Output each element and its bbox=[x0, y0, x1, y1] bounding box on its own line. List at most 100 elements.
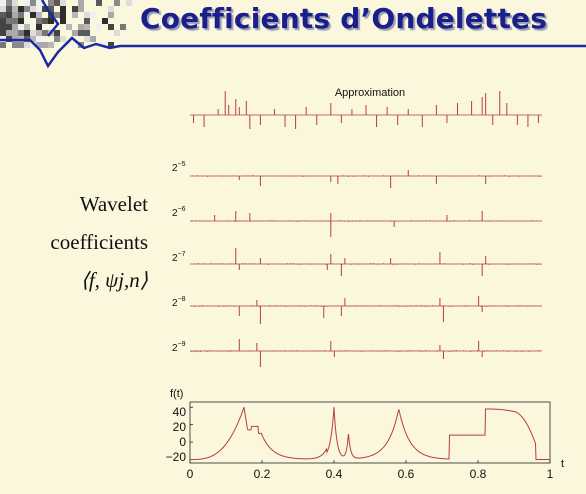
signal-curve bbox=[190, 407, 550, 459]
mosaic-cell bbox=[84, 18, 90, 24]
mosaic-cell bbox=[0, 24, 6, 30]
mosaic-cell bbox=[0, 0, 6, 6]
mosaic-cell bbox=[78, 24, 84, 30]
mosaic-cell bbox=[60, 36, 66, 42]
mosaic-cell bbox=[42, 18, 48, 24]
mosaic-cell bbox=[12, 30, 18, 36]
scale-exp: −5 bbox=[178, 161, 186, 168]
approximation-label: Approximation bbox=[335, 87, 405, 99]
mosaic-cell bbox=[18, 42, 24, 48]
mosaic-cell bbox=[108, 12, 114, 18]
mosaic-cell bbox=[114, 0, 120, 6]
detail-row-1 bbox=[190, 211, 542, 237]
scale-exp: −7 bbox=[178, 251, 186, 258]
mosaic-cell bbox=[126, 0, 132, 6]
mosaic-cell bbox=[54, 30, 60, 36]
mosaic-cell bbox=[18, 24, 24, 30]
mosaic-cell bbox=[84, 30, 90, 36]
mosaic-cell bbox=[0, 30, 6, 36]
detail-rows bbox=[190, 170, 542, 367]
mosaic-cell bbox=[54, 12, 60, 18]
plot-ylabel: f(t) bbox=[170, 388, 183, 400]
mosaic-cell bbox=[6, 12, 12, 18]
mosaic-cell bbox=[12, 12, 18, 18]
mosaic-cell bbox=[12, 6, 18, 12]
mosaic-cell bbox=[24, 6, 30, 12]
mosaic-cell bbox=[84, 12, 90, 18]
inner-product-formula: ⟨f, ψj,n⟩ bbox=[40, 268, 148, 293]
svg-text:2−8: 2−8 bbox=[172, 296, 186, 309]
mosaic-cell bbox=[78, 0, 84, 6]
tick-marks bbox=[190, 407, 550, 463]
mosaic-cell bbox=[12, 42, 18, 48]
mosaic-cell bbox=[6, 0, 12, 6]
mosaic-cell bbox=[36, 24, 42, 30]
mosaic-cell bbox=[24, 24, 30, 30]
xtick-label: 1 bbox=[547, 467, 554, 481]
mosaic-cell bbox=[36, 12, 42, 18]
mosaic-cell bbox=[60, 0, 66, 6]
mosaic-cell bbox=[30, 30, 36, 36]
plot-frame bbox=[190, 402, 550, 463]
mosaic-cell bbox=[114, 30, 120, 36]
mosaic-cell bbox=[12, 18, 18, 24]
mosaic-cell bbox=[90, 36, 96, 42]
xtick-label: 0.2 bbox=[254, 467, 271, 481]
detail-row-4 bbox=[190, 339, 542, 367]
scale-exp: −9 bbox=[178, 341, 186, 348]
mosaic-cell bbox=[24, 30, 30, 36]
title-underline bbox=[0, 38, 586, 66]
mosaic-cell bbox=[108, 24, 114, 30]
mosaic-cell bbox=[12, 24, 18, 30]
scale-label-3: 2−8 bbox=[172, 296, 186, 309]
mosaic-cell bbox=[24, 0, 30, 6]
mosaic-cell bbox=[18, 30, 24, 36]
slide-title: Coefficients d’Ondelettes bbox=[140, 2, 547, 35]
mosaic-cell bbox=[6, 30, 12, 36]
mosaic-cell bbox=[108, 6, 114, 12]
mosaic-cell bbox=[60, 6, 66, 12]
mosaic-cell bbox=[54, 0, 60, 6]
mosaic-cell bbox=[18, 18, 24, 24]
mosaic-cell bbox=[30, 12, 36, 18]
wavelet-label: Wavelet bbox=[40, 192, 148, 217]
mosaic-cell bbox=[24, 42, 30, 48]
svg-text:2−6: 2−6 bbox=[172, 206, 186, 219]
xtick-label: 0.6 bbox=[398, 467, 415, 481]
signal-plot: f(t) t 40 20 0 −20 0 0.2 0.4 0.6 0.8 1 bbox=[166, 388, 564, 481]
mosaic-cell bbox=[0, 12, 6, 18]
xtick-label: 0 bbox=[187, 467, 194, 481]
mosaic-cell bbox=[24, 12, 30, 18]
mosaic-cell bbox=[6, 24, 12, 30]
mosaic-cell bbox=[36, 36, 42, 42]
mosaic-cell bbox=[36, 18, 42, 24]
mosaic-cell bbox=[72, 12, 78, 18]
mosaic-cell bbox=[72, 6, 78, 12]
mosaic-cell bbox=[6, 18, 12, 24]
ytick-label: −20 bbox=[166, 450, 187, 464]
xtick-label: 0.4 bbox=[326, 467, 343, 481]
mosaic-cell bbox=[18, 6, 24, 12]
xtick-label: 0.8 bbox=[470, 467, 487, 481]
mosaic-cell bbox=[90, 12, 96, 18]
scale-label-1: 2−6 bbox=[172, 206, 186, 219]
svg-text:2−5: 2−5 bbox=[172, 161, 186, 174]
mosaic-cell bbox=[78, 30, 84, 36]
mosaic-cell bbox=[36, 6, 42, 12]
mosaic-cell bbox=[60, 18, 66, 24]
scale-exp: −8 bbox=[178, 296, 186, 303]
scale-exp: −6 bbox=[178, 206, 186, 213]
mosaic-cell bbox=[12, 0, 18, 6]
scale-label-2: 2−7 bbox=[172, 251, 186, 264]
mosaic-cell bbox=[48, 0, 54, 6]
ytick-label: 0 bbox=[179, 435, 186, 449]
plot-xlabel: t bbox=[561, 458, 564, 470]
mosaic-cell bbox=[96, 24, 102, 30]
mosaic-cell bbox=[18, 12, 24, 18]
mosaic-cell bbox=[42, 42, 48, 48]
mosaic-cell bbox=[120, 24, 126, 30]
ytick-label: 20 bbox=[173, 420, 187, 434]
wavelet-decomposition: Approximation 2−5 2−6 2−7 2−8 2−9 bbox=[172, 87, 542, 367]
mosaic-cell bbox=[96, 0, 102, 6]
mosaic-cell bbox=[78, 6, 84, 12]
